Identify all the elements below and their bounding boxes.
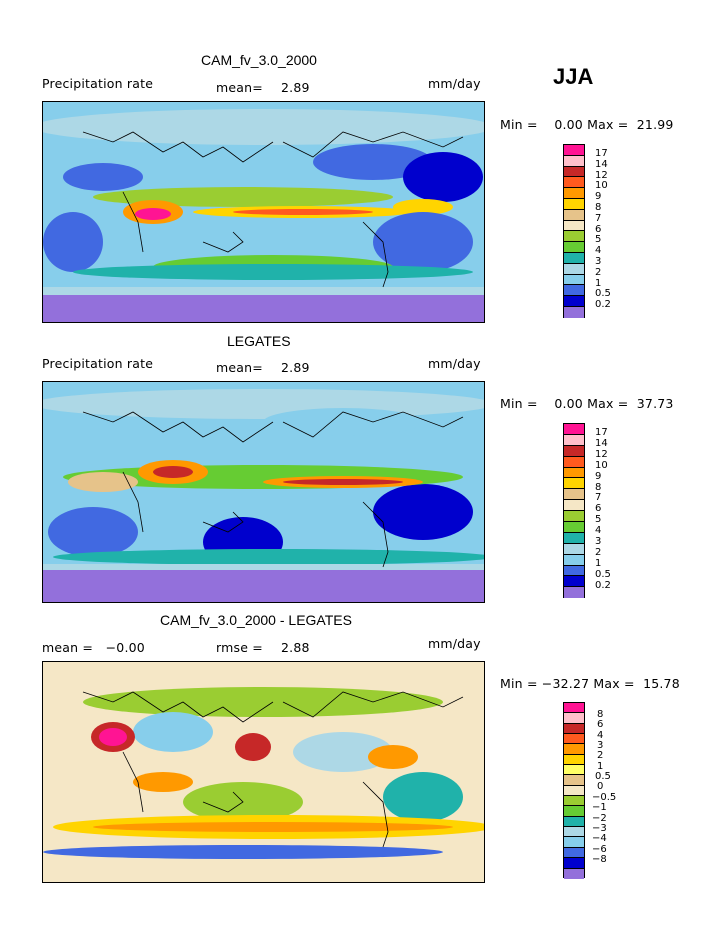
panel-1-tick: 3	[595, 256, 602, 267]
panel-3-tick: 8	[597, 709, 604, 720]
panel-1-mean-value: 2.89	[281, 80, 310, 95]
panel-3-tick: 2	[597, 750, 604, 762]
panel-2-tick: 12	[595, 448, 608, 460]
panel-1-tick: 2	[595, 266, 602, 278]
panel-3-tick: −2	[592, 812, 607, 824]
panel-1-tick: 9	[595, 191, 602, 203]
panel-1-tick: 0.2	[595, 299, 611, 311]
panel-1-units: mm/day	[428, 76, 481, 91]
panel-3-tick: 4	[597, 729, 604, 741]
panel-1-variable-label: Precipitation rate	[42, 76, 154, 91]
panel-3-tick: −0.5	[592, 791, 617, 803]
panel-1-tick: 4	[595, 245, 602, 257]
panel-3-tick: 3	[597, 740, 604, 752]
panel-2-colorbar-ticks: 17 14 12 10 9 8 7 6 5 4 3 2 1 0.5 0.2	[595, 428, 635, 603]
panel-3-tick: 0.5	[595, 771, 611, 783]
panel-3-units: mm/day	[428, 636, 481, 651]
panel-3-title: CAM_fv_3.0_2000 - LEGATES	[160, 612, 352, 628]
panel-2-tick: 4	[595, 525, 602, 537]
panel-2-field	[43, 382, 484, 602]
panel-2-tick: 2	[595, 546, 602, 558]
panel-1-tick: 14	[595, 158, 608, 170]
panel-3-tick: 6	[597, 719, 604, 731]
panel-2-tick: 17	[595, 427, 608, 438]
panel-3-colorbar-ticks: 8 6 4 3 2 1 0.5 0 −0.5 −1 −2 −3 −4 −6 −8	[592, 710, 632, 886]
panel-1-tick: 12	[595, 169, 608, 181]
panel-1-tick: 5	[595, 234, 602, 246]
panel-1-minmax: Min = 0.00 Max = 21.99	[500, 117, 674, 132]
panel-1-mean-label: mean=	[216, 80, 263, 95]
panel-2-tick: 14	[595, 437, 608, 449]
panel-1-title: CAM_fv_3.0_2000	[201, 52, 317, 68]
panel-1-map	[42, 101, 485, 323]
panel-2-tick: 3	[595, 536, 602, 547]
panel-1-tick: 0.5	[595, 288, 611, 300]
panel-3-rmse-value: 2.88	[281, 640, 310, 655]
panel-1-tick: 10	[595, 180, 608, 192]
panel-3-map	[42, 661, 485, 883]
panel-1-tick: 7	[595, 212, 602, 224]
panel-2-tick: 9	[595, 470, 602, 482]
panel-3-tick: −1	[592, 802, 607, 814]
season-label: JJA	[553, 64, 594, 89]
panel-2-variable-label: Precipitation rate	[42, 356, 154, 371]
panel-2-colorbar	[563, 423, 585, 599]
panel-3-tick: −6	[592, 843, 607, 855]
panel-2-map	[42, 381, 485, 603]
panel-3-field	[43, 662, 484, 882]
panel-2-tick: 10	[595, 459, 608, 471]
panel-1-field	[43, 102, 484, 322]
panel-2-tick: 5	[595, 514, 602, 526]
panel-2-tick: 1	[595, 557, 602, 569]
panel-2-tick: 7	[595, 492, 602, 504]
panel-3-colorbar	[563, 702, 585, 879]
panel-2-units: mm/day	[428, 356, 481, 371]
panel-3-minmax: Min = −32.27 Max = 15.78	[500, 676, 680, 691]
panel-1-colorbar-ticks: 17 14 12 10 9 8 7 6 5 4 3 2 1 0.5 0.2	[595, 149, 635, 323]
panel-2-mean-label: mean=	[216, 360, 263, 375]
panel-3-mean-label: mean = −0.00	[42, 640, 145, 655]
panel-2-tick: 0.2	[595, 579, 611, 591]
panel-3-tick: −4	[592, 833, 607, 845]
panel-3-tick: −3	[592, 822, 607, 834]
panel-2-tick: 6	[595, 503, 602, 515]
panel-1-tick: 1	[595, 277, 602, 289]
panel-1-tick: 6	[595, 223, 602, 235]
panel-3-tick: 1	[597, 760, 604, 772]
panel-1-tick: 17	[595, 148, 608, 159]
panel-2-mean-value: 2.89	[281, 360, 310, 375]
panel-2-title: LEGATES	[227, 333, 291, 349]
panel-2-tick: 0.5	[595, 568, 611, 580]
panel-1-tick: 8	[595, 202, 602, 213]
panel-3-rmse-label: rmse =	[216, 640, 263, 655]
panel-1-colorbar	[563, 144, 585, 318]
panel-3-tick: 0	[597, 781, 604, 793]
panel-2-minmax: Min = 0.00 Max = 37.73	[500, 396, 674, 411]
panel-3-tick: −8	[592, 853, 607, 865]
panel-2-tick: 8	[595, 481, 602, 493]
